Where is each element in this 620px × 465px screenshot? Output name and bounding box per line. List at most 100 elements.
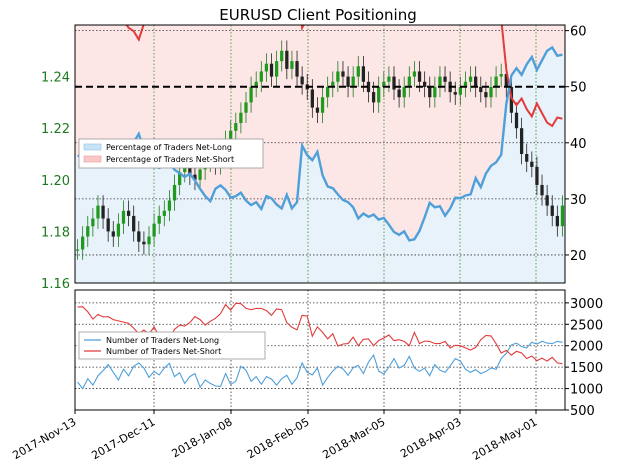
price-candle-body: [494, 76, 498, 87]
price-candle-body: [336, 71, 340, 82]
price-candle-body: [438, 76, 442, 87]
net-short-band: [508, 25, 515, 76]
price-candle-body: [443, 76, 447, 82]
net-long-band: [268, 198, 275, 283]
top-legend-box: [78, 138, 264, 169]
net-short-band: [192, 25, 198, 181]
price-candle-body: [152, 223, 156, 237]
price-candle-body: [341, 71, 345, 77]
net-long-band: [146, 158, 152, 283]
date-tick-label: 2018-Mar-05: [320, 415, 387, 461]
price-candle-body: [75, 249, 80, 251]
net-long-band: [427, 202, 433, 283]
price-candle-body: [147, 236, 151, 245]
price-candle-body: [397, 89, 401, 98]
net-short-band: [284, 25, 290, 195]
price-candle-body: [371, 92, 376, 103]
percentage-tick-label: 30: [570, 193, 587, 208]
net-long-band: [508, 75, 515, 283]
net-long-band: [386, 224, 392, 283]
top-panel: 1.16 1.18 1.20 1.22 1.24 20 30 40 50 60 Percenta…: [41, 24, 587, 292]
legend-swatch-net-short: [83, 155, 102, 163]
price-candle-body: [183, 166, 187, 173]
price-candle-body: [540, 184, 544, 196]
net-long-band: [177, 173, 183, 283]
price-candle-body: [137, 231, 141, 242]
price-candle-body: [530, 161, 534, 167]
price-candle-body: [555, 215, 559, 227]
price-candle-body: [489, 86, 493, 98]
traders-net-long-line: [77, 340, 563, 390]
bottom-legend: Number of Traders Net-Long Number of Tra…: [78, 331, 266, 360]
price-candle-body: [514, 112, 519, 129]
price-candle-body: [198, 169, 202, 180]
net-long-band: [253, 202, 260, 283]
price-candle-body: [81, 236, 85, 250]
net-short-band: [268, 25, 275, 199]
chart-title: EURUSD Client Positioning: [219, 6, 417, 24]
net-short-band: [544, 25, 551, 51]
net-long-band: [498, 154, 505, 283]
price-candle-body: [229, 130, 233, 142]
net-short-band: [462, 25, 469, 196]
count-tick-label: 3000: [570, 297, 603, 312]
net-short-band: [330, 25, 336, 189]
net-short-band: [452, 25, 459, 198]
legend-label-net-short: Percentage of Traders Net-Short: [106, 155, 234, 164]
price-candle-body: [499, 74, 503, 77]
net-long-band: [513, 68, 520, 284]
price-candle-body: [254, 81, 258, 87]
net-short-band: [376, 25, 382, 220]
price-candle-body: [244, 102, 248, 113]
net-short-band: [258, 25, 265, 209]
bottom-panel-frame: [74, 289, 566, 411]
price-candle-body: [111, 231, 115, 237]
percentage-tick-label: 60: [570, 25, 587, 40]
net-short-band: [360, 25, 367, 214]
price-candle-body: [463, 81, 468, 87]
net-long-band: [192, 180, 198, 283]
price-candle-body: [392, 76, 396, 90]
count-tick-label: 1500: [570, 361, 603, 376]
net-long-band: [488, 165, 494, 283]
net-short-band: [473, 25, 479, 179]
net-long-band: [320, 175, 326, 283]
price-candle-body: [356, 66, 360, 77]
net-short-band: [529, 25, 535, 57]
price-candle-body: [285, 50, 289, 69]
price-tick-label: 1.24: [41, 71, 70, 86]
price-candle-body: [468, 76, 473, 82]
net-long-band: [524, 64, 530, 284]
net-short-band: [75, 25, 81, 157]
net-short-band: [554, 25, 561, 56]
left-price-axis: 1.16 1.18 1.20 1.22 1.24: [41, 71, 70, 292]
net-long-band: [141, 149, 147, 283]
net-long-band: [345, 202, 352, 283]
net-long-band: [304, 155, 311, 283]
net-short-band: [314, 25, 321, 152]
price-candle-body: [458, 86, 462, 95]
net-short-band: [90, 25, 96, 158]
price-candle-body: [96, 205, 100, 219]
net-long-band: [223, 189, 229, 283]
price-candle-body: [377, 86, 381, 103]
net-short-band: [539, 25, 545, 61]
net-short-band: [549, 25, 556, 48]
net-short-band: [146, 25, 152, 159]
net-long-band: [452, 197, 459, 283]
net-short-band: [427, 25, 433, 203]
net-long-band: [263, 196, 270, 283]
price-candle-body: [193, 174, 197, 180]
date-tick-label: 2017-Dec-11: [89, 415, 157, 462]
price-candle-body: [121, 210, 126, 224]
net-short-band: [217, 25, 224, 186]
net-long-band: [365, 216, 372, 283]
net-long-band: [299, 145, 306, 283]
price-candle-body: [310, 89, 314, 108]
net-long-band: [432, 207, 438, 283]
price-candle-body: [106, 218, 110, 232]
net-short-band: [80, 25, 86, 155]
net-long-band: [416, 230, 423, 283]
net-long-band: [406, 240, 413, 283]
